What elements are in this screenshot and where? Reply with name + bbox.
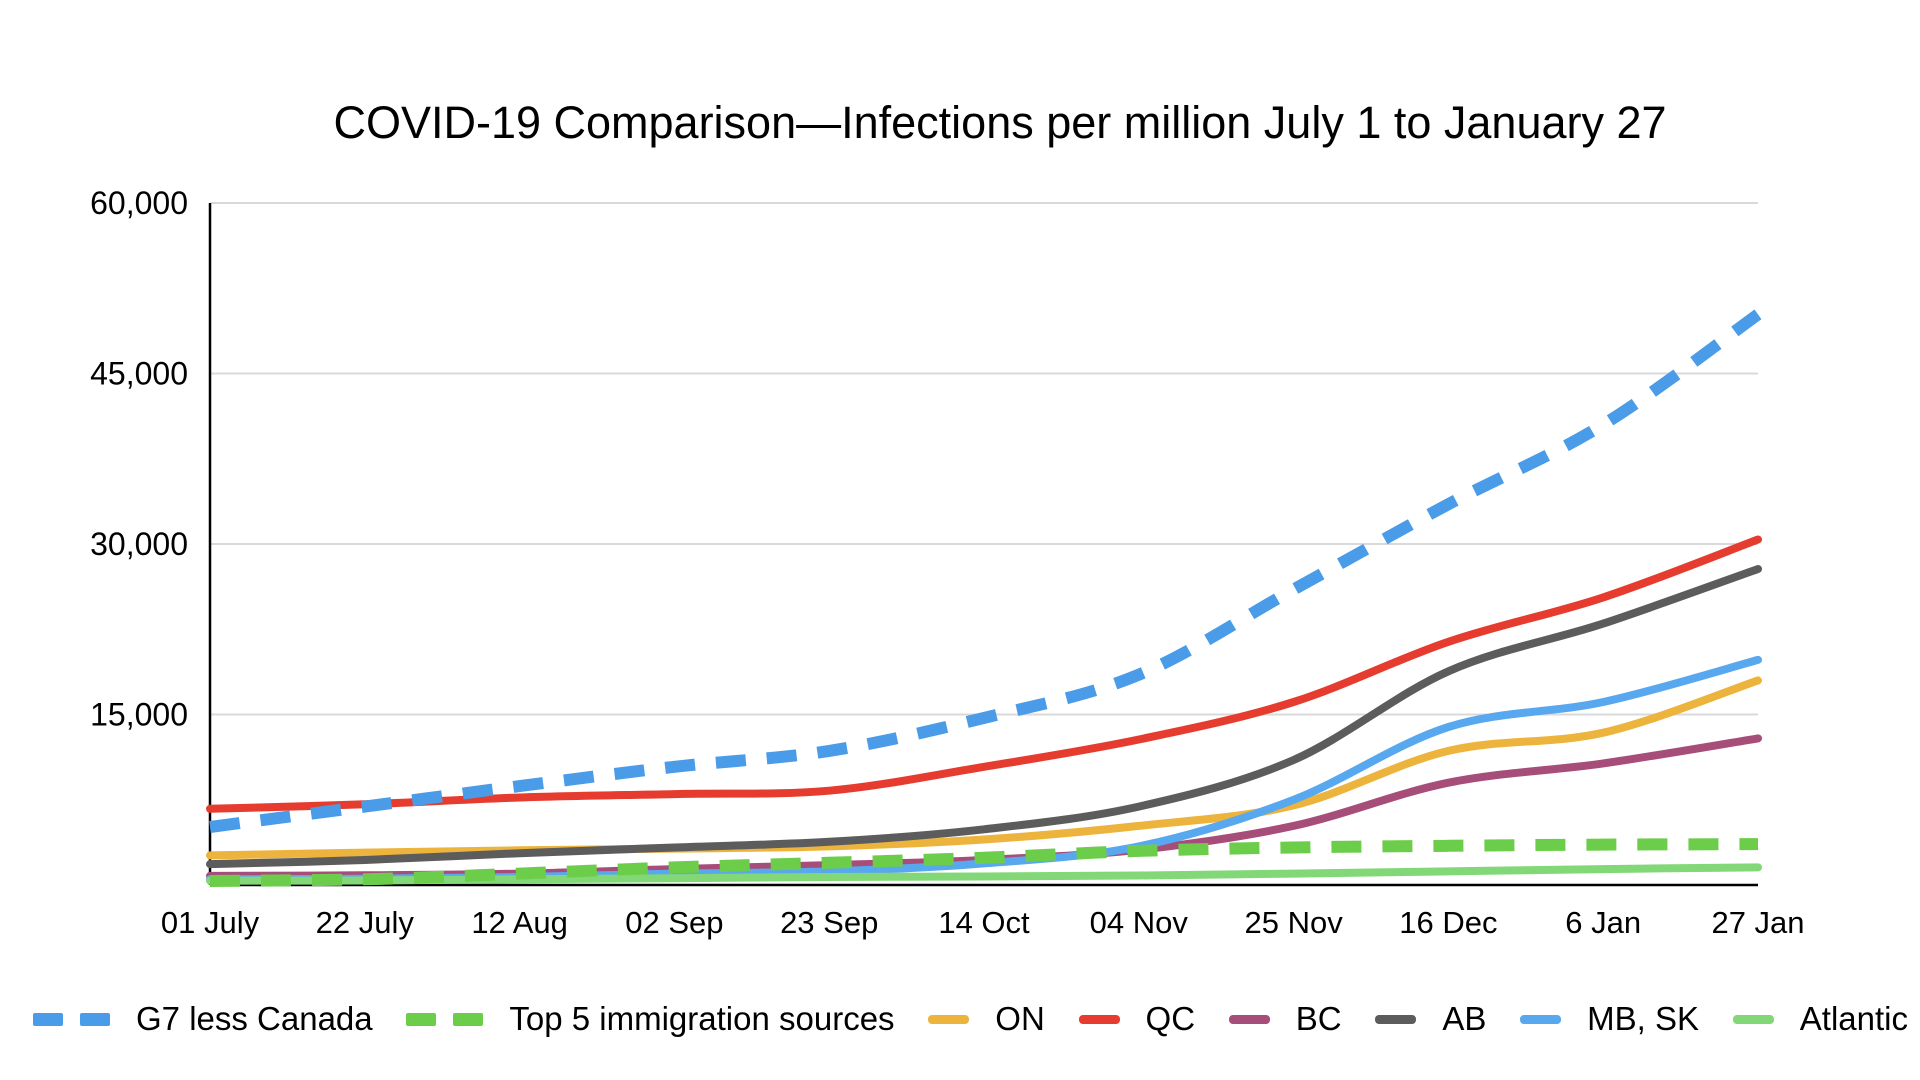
series-line-qc (206, 535, 1762, 813)
legend-swatch-atlantic (1732, 1014, 1774, 1024)
legend-label: ON (995, 1000, 1045, 1037)
x-tick-label: 27 Jan (1711, 905, 1804, 940)
x-tick-label: 6 Jan (1565, 905, 1641, 940)
legend-line-mark (1228, 1014, 1270, 1024)
legend-dash-mark (453, 1012, 484, 1026)
y-tick-label: 60,000 (90, 185, 188, 221)
x-tick-label: 16 Dec (1399, 905, 1497, 940)
legend-dash-mark (406, 1012, 437, 1026)
legend-label: G7 less Canada (136, 1000, 373, 1037)
legend-swatch-on (928, 1014, 970, 1024)
y-tick-label: 45,000 (90, 356, 188, 392)
legend-line-mark (928, 1014, 970, 1024)
legend-swatch-qc (1078, 1014, 1120, 1024)
legend-line-mark (1520, 1014, 1562, 1024)
legend-item-on: ON (928, 1000, 1045, 1038)
legend-swatch-bc (1228, 1014, 1270, 1024)
legend-label: Top 5 immigration sources (509, 1000, 895, 1037)
legend-label: QC (1145, 1000, 1196, 1037)
legend-swatch-ab (1375, 1014, 1417, 1024)
chart-legend: G7 less Canada Top 5 immigration sources O… (33, 996, 1908, 1042)
series-line-top-5-immigration-sources (209, 838, 1759, 887)
legend-swatch-mb-sk (1520, 1014, 1562, 1024)
legend-item-ab: AB (1375, 1000, 1486, 1038)
series-line-ab (206, 565, 1762, 869)
legend-swatch-top-5-immigration-sources (406, 1012, 484, 1026)
legend-label: BC (1295, 1000, 1342, 1037)
legend-line-mark (1732, 1014, 1774, 1024)
x-tick-label: 22 July (316, 905, 415, 940)
legend-dash-mark (33, 1012, 63, 1026)
series-line-on (206, 676, 1762, 860)
legend-swatch-g7-less-canada (33, 1012, 110, 1026)
legend-item-bc: BC (1228, 1000, 1342, 1038)
x-tick-label: 04 Nov (1090, 905, 1189, 940)
x-tick-label: 23 Sep (780, 905, 878, 940)
x-tick-label: 12 Aug (471, 905, 568, 940)
legend-label: MB, SK (1587, 1000, 1700, 1037)
legend-item-g7-less-canada: G7 less Canada (33, 1000, 373, 1038)
y-tick-label: 15,000 (90, 697, 188, 733)
x-tick-label: 01 July (161, 905, 260, 940)
legend-item-mb-sk: MB, SK (1520, 1000, 1699, 1038)
legend-dash-mark (80, 1012, 110, 1026)
x-tick-label: 25 Nov (1244, 905, 1343, 940)
legend-line-mark (1375, 1014, 1417, 1024)
chart-title: COVID-19 Comparison—Infections per milli… (333, 97, 1667, 148)
y-tick-label: 30,000 (90, 526, 188, 562)
legend-item-qc: QC (1078, 1000, 1196, 1038)
legend-item-atlantic: Atlantic (1732, 1000, 1908, 1038)
legend-label: AB (1442, 1000, 1487, 1037)
legend-label: Atlantic (1799, 1000, 1908, 1037)
legend-item-top-5-immigration-sources: Top 5 immigration sources (406, 1000, 895, 1038)
series-line-g7-less-canada (209, 309, 1762, 833)
x-tick-label: 02 Sep (625, 905, 723, 940)
x-tick-label: 14 Oct (938, 905, 1030, 940)
legend-line-mark (1078, 1014, 1120, 1024)
